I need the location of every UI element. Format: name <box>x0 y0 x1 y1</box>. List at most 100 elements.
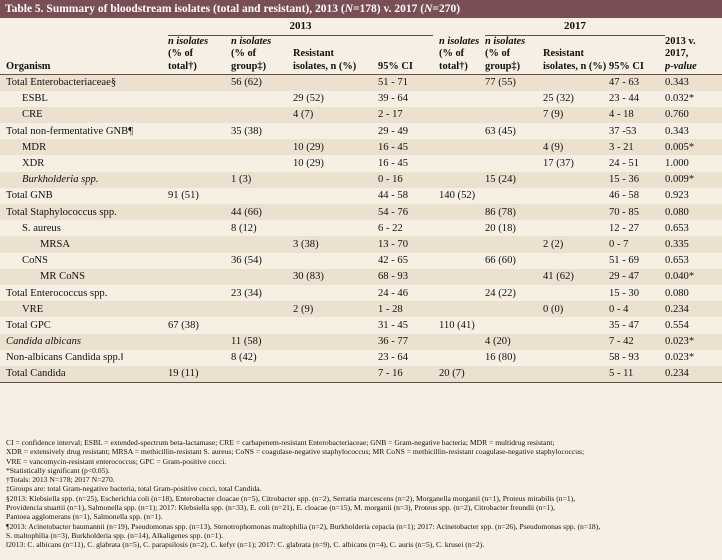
table-row: MRSA 3 (38) 13 - 70 2 (2) 0 - 7 0.335 <box>0 236 722 253</box>
organism-cell: CRE <box>22 109 43 121</box>
cell-g13: 36 (54) <box>231 255 262 267</box>
cell-t17 <box>433 269 485 285</box>
footnote-line: ‡Groups are: total Gram-negative bacteri… <box>6 484 262 494</box>
cell-p: 0.335 <box>665 238 689 250</box>
cell-t17 <box>433 334 485 350</box>
table-footnotes: CI = confidence interval; ESBL = extende… <box>6 438 718 550</box>
table-row: Total GNB 91 (51) 44 - 58 140 (52) 46 - 58 0.… <box>0 188 722 204</box>
cell-t13 <box>168 123 231 139</box>
cell-p: 0.653 <box>665 255 689 267</box>
footnote-line: ¶2013: Acinetobacter baumannii (n=19), P… <box>6 521 601 531</box>
footnote-line: CI = confidence interval; ESBL = extende… <box>6 438 555 447</box>
cell-r13 <box>293 204 378 220</box>
table-row: Total non-fermentative GNB¶ 35 (38) 29 - 4… <box>0 123 722 139</box>
cell-r13 <box>293 123 378 139</box>
cell-p: 0.023* <box>665 352 695 364</box>
cell-r13: 2 (9) <box>293 303 314 315</box>
organism-cell: Total non-fermentative GNB¶ <box>6 125 134 137</box>
cell-ci17: 29 - 47 <box>609 271 640 283</box>
cell-g13 <box>231 91 293 107</box>
cell-ci17: 70 - 85 <box>609 206 640 218</box>
cell-r13: 4 (7) <box>293 109 314 121</box>
footnote-line: ǁ2013: C. albicans (n=11), C. glabrata (… <box>6 540 485 550</box>
organism-cell: Burkholderia spp. <box>22 174 99 186</box>
cell-r17 <box>543 75 609 91</box>
cell-g17: 15 (24) <box>485 174 516 186</box>
cell-g17 <box>485 107 543 123</box>
column-header-row: Organism n isolates (% of total†) n isolat… <box>0 35 722 75</box>
cell-ci17: 47 - 63 <box>609 77 640 89</box>
cell-r17 <box>543 253 609 269</box>
cell-ci17: 0 - 7 <box>609 238 629 250</box>
isolates-table: 2013 2017 Organism n isolates (% of total†… <box>0 18 722 383</box>
n-total-2013-header: n isolates (% of total†) <box>168 35 209 72</box>
cell-r17 <box>543 172 609 188</box>
organism-cell: Total Candida <box>6 368 66 380</box>
organism-cell: CoNS <box>22 255 48 267</box>
cell-ci13: 16 - 45 <box>378 158 409 170</box>
table-row: Candida albicans 11 (58) 36 - 77 4 (20) 7 - … <box>0 333 722 350</box>
cell-g17 <box>485 155 543 171</box>
cell-ci17: 15 - 36 <box>609 174 640 186</box>
cell-ci13: 44 - 58 <box>378 190 409 202</box>
cell-t17 <box>433 107 485 123</box>
cell-r17 <box>543 188 609 204</box>
cell-r17 <box>543 317 609 333</box>
cell-r17 <box>543 350 609 366</box>
cell-ci13: 7 - 16 <box>378 368 403 380</box>
cell-g17 <box>485 317 543 333</box>
cell-r17 <box>543 220 609 236</box>
cell-ci13: 16 - 45 <box>378 141 409 153</box>
cell-r13 <box>293 188 378 204</box>
cell-t13 <box>168 220 231 236</box>
cell-r13 <box>293 366 378 382</box>
cell-t17 <box>433 285 485 301</box>
cell-t17 <box>433 123 485 139</box>
cell-p: 0.343 <box>665 125 689 137</box>
cell-r17 <box>543 123 609 139</box>
cell-ci13: 68 - 93 <box>378 271 409 283</box>
cell-ci13: 24 - 46 <box>378 287 409 299</box>
cell-t13 <box>168 155 231 171</box>
cell-r17: 41 (62) <box>543 271 574 283</box>
organism-cell: Non-albicans Candida spp.ǁ <box>6 352 124 364</box>
cell-ci13: 0 - 16 <box>378 174 403 186</box>
cell-g13: 23 (34) <box>231 287 262 299</box>
cell-p: 0.023* <box>665 336 695 348</box>
footnote-line: S. maltophilia (n=3), Burkholderia spp. … <box>6 530 224 540</box>
cell-ci17: 4 - 18 <box>609 109 634 121</box>
cell-ci17: 37 -53 <box>609 125 637 137</box>
cell-r13 <box>293 317 378 333</box>
cell-ci13: 6 - 22 <box>378 222 403 234</box>
cell-p: 0.032* <box>665 93 695 105</box>
cell-ci17: 15 - 30 <box>609 287 640 299</box>
cell-ci17: 7 - 42 <box>609 336 634 348</box>
cell-g17 <box>485 269 543 285</box>
cell-g13 <box>231 107 293 123</box>
cell-ci13: 29 - 49 <box>378 125 409 137</box>
cell-r13: 29 (52) <box>293 93 324 105</box>
year-2017-header: 2017 <box>485 18 666 36</box>
cell-g17: 4 (20) <box>485 336 511 348</box>
cell-t13 <box>168 350 231 366</box>
cell-r13 <box>293 172 378 188</box>
cell-p: 1.000 <box>665 158 689 170</box>
ci-2013-header: 95% CI <box>378 60 413 72</box>
cell-ci17: 0 - 4 <box>609 303 629 315</box>
table-row: Total GPC 67 (38) 31 - 45 110 (41) 35 - 47 0.… <box>0 317 722 333</box>
cell-g13 <box>231 269 293 285</box>
cell-ci13: 13 - 70 <box>378 238 409 250</box>
cell-r13 <box>293 334 378 350</box>
cell-g13 <box>231 236 293 252</box>
cell-ci13: 23 - 64 <box>378 352 409 364</box>
resistant-2017-header: Resistant isolates, n (%) <box>543 48 607 72</box>
cell-g17: 16 (80) <box>485 352 516 364</box>
year-header-row: 2013 2017 <box>0 18 722 36</box>
organism-cell: Total GPC <box>6 319 51 331</box>
cell-ci17: 3 - 21 <box>609 141 634 153</box>
cell-ci13: 51 - 71 <box>378 77 409 89</box>
cell-g17: 86 (78) <box>485 206 516 218</box>
cell-r13 <box>293 285 378 301</box>
cell-p: 0.343 <box>665 77 689 89</box>
cell-t17 <box>433 155 485 171</box>
